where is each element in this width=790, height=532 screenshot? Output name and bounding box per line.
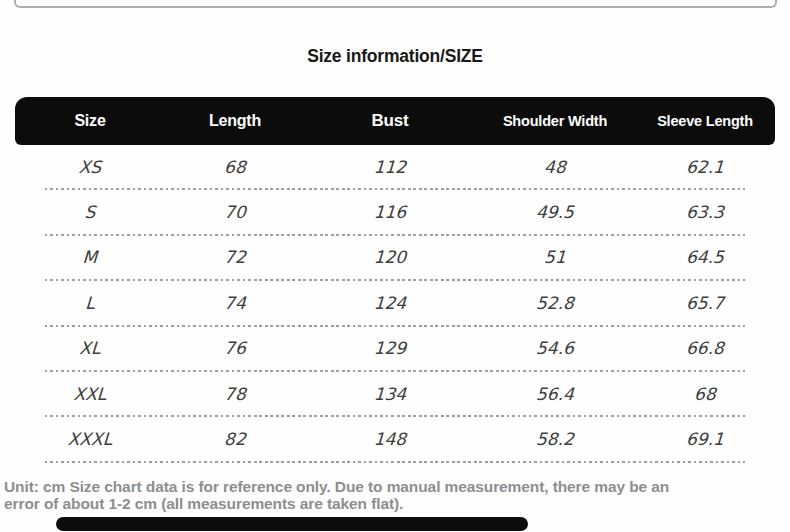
size-cell: XL bbox=[14, 338, 165, 358]
bust-cell: 148 bbox=[304, 429, 475, 449]
size-cell: XXL bbox=[14, 384, 165, 404]
sleeve-cell: 62.1 bbox=[634, 157, 775, 177]
table-row-xl: XL 76 129 54.6 66.8 bbox=[15, 327, 775, 370]
footnote: Unit: cm Size chart data is for referenc… bbox=[4, 479, 786, 512]
sleeve-cell: 63.3 bbox=[634, 202, 775, 222]
column-header-length: Length bbox=[165, 112, 305, 130]
column-header-sleeve-length: Sleeve Length bbox=[635, 113, 775, 129]
table-row-l: L 74 124 52.8 65.7 bbox=[15, 281, 775, 324]
previous-section-frame-edge bbox=[14, 0, 777, 8]
bust-cell: 134 bbox=[304, 384, 475, 404]
size-table: Size Length Bust Shoulder Width Sleeve L… bbox=[15, 97, 775, 463]
table-row-xxxl: XXXL 82 148 58.2 69.1 bbox=[15, 417, 775, 460]
shoulder-cell: 52.8 bbox=[474, 293, 635, 313]
table-row-m: M 72 120 51 64.5 bbox=[15, 236, 775, 279]
sleeve-cell: 64.5 bbox=[634, 247, 775, 267]
shoulder-cell: 56.4 bbox=[474, 384, 635, 404]
size-cell: XXXL bbox=[14, 429, 165, 449]
size-chart-panel: Size information/SIZE Size Length Bust S… bbox=[0, 0, 790, 532]
bust-cell: 124 bbox=[304, 293, 475, 313]
length-cell: 68 bbox=[164, 157, 305, 177]
length-cell: 82 bbox=[164, 429, 305, 449]
table-row-xs: XS 68 112 48 62.1 bbox=[15, 145, 775, 188]
length-cell: 78 bbox=[164, 384, 305, 404]
length-cell: 70 bbox=[164, 202, 305, 222]
shoulder-cell: 48 bbox=[474, 157, 635, 177]
length-cell: 76 bbox=[164, 338, 305, 358]
page-title: Size information/SIZE bbox=[0, 46, 790, 67]
size-cell: L bbox=[14, 293, 165, 313]
sleeve-cell: 66.8 bbox=[634, 338, 775, 358]
column-header-shoulder-width: Shoulder Width bbox=[475, 113, 635, 129]
shoulder-cell: 49.5 bbox=[474, 202, 635, 222]
row-separator bbox=[45, 461, 745, 463]
shoulder-cell: 51 bbox=[474, 247, 635, 267]
shoulder-cell: 54.6 bbox=[474, 338, 635, 358]
sleeve-cell: 68 bbox=[634, 384, 775, 404]
table-row-xxl: XXL 78 134 56.4 68 bbox=[15, 372, 775, 415]
next-section-panel-edge bbox=[56, 517, 528, 531]
table-row-s: S 70 116 49.5 63.3 bbox=[15, 190, 775, 233]
sleeve-cell: 69.1 bbox=[634, 429, 775, 449]
sleeve-cell: 65.7 bbox=[634, 293, 775, 313]
column-header-size: Size bbox=[15, 112, 165, 130]
bust-cell: 112 bbox=[304, 157, 475, 177]
bust-cell: 120 bbox=[304, 247, 475, 267]
shoulder-cell: 58.2 bbox=[474, 429, 635, 449]
table-header-row: Size Length Bust Shoulder Width Sleeve L… bbox=[15, 97, 775, 145]
footnote-line-1: Unit: cm Size chart data is for referenc… bbox=[4, 479, 786, 496]
length-cell: 72 bbox=[164, 247, 305, 267]
size-cell: XS bbox=[14, 157, 165, 177]
size-cell: S bbox=[14, 202, 165, 222]
bust-cell: 129 bbox=[304, 338, 475, 358]
column-header-bust: Bust bbox=[305, 111, 475, 131]
size-cell: M bbox=[14, 247, 165, 267]
bust-cell: 116 bbox=[304, 202, 475, 222]
length-cell: 74 bbox=[164, 293, 305, 313]
footnote-line-2: error of about 1-2 cm (all measurements … bbox=[4, 496, 786, 513]
